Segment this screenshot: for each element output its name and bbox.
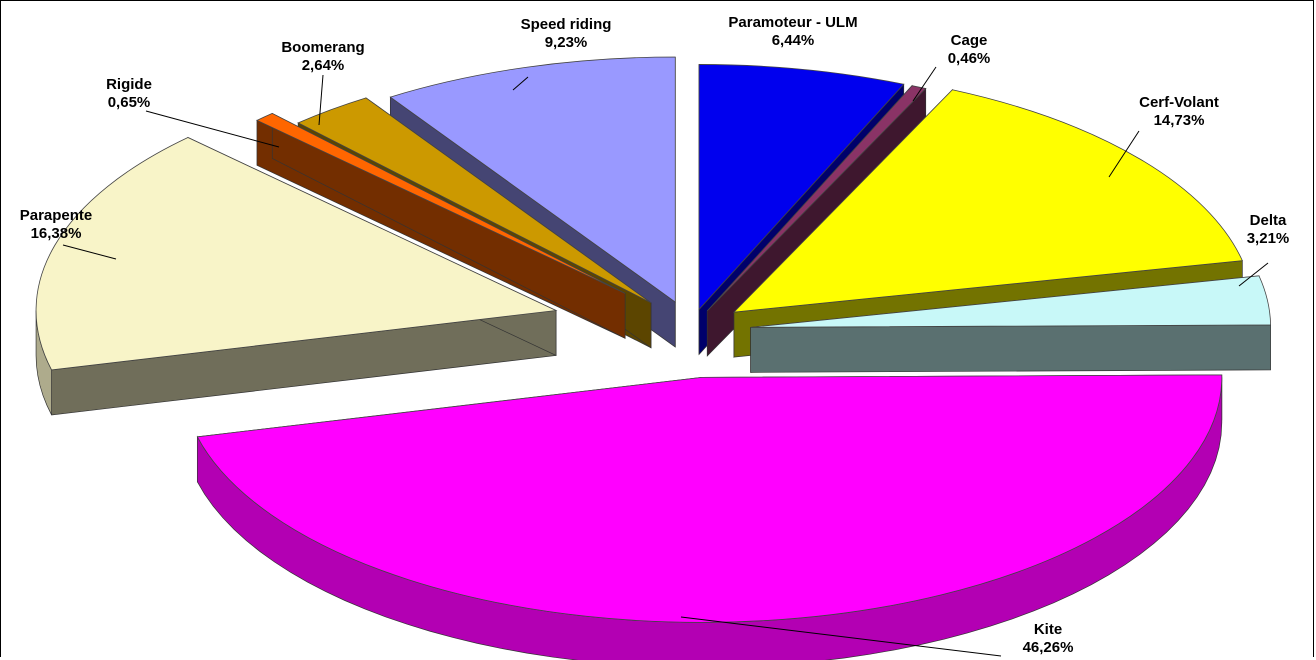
slice-label-name: Cage	[951, 32, 988, 49]
slice-label-value: 46,26%	[1023, 639, 1074, 656]
slice-label-name: Delta	[1250, 212, 1287, 229]
slice-label-value: 3,21%	[1247, 230, 1290, 247]
leader-line-2	[1108, 130, 1140, 178]
slice-label-value: 2,64%	[302, 57, 345, 74]
leader-line-8	[512, 76, 529, 91]
leader-line-1	[912, 66, 937, 102]
leader-line-6	[145, 110, 280, 148]
slice-label-value: 0,46%	[948, 50, 991, 67]
pie-slice-boomerang	[297, 97, 652, 304]
slice-label-name: Parapente	[20, 207, 93, 224]
pie-slice-kite	[196, 374, 1223, 623]
slice-label-value: 6,44%	[772, 32, 815, 49]
slice-label-name: Speed riding	[521, 16, 612, 33]
pie-slice-delta	[750, 275, 1272, 328]
slice-label-name: Cerf-Volant	[1139, 94, 1219, 111]
leader-line-7	[318, 74, 324, 126]
slice-label-value: 0,65%	[108, 94, 151, 111]
slice-label-name: Paramoteur - ULM	[728, 14, 857, 31]
pie-slice-rigide	[256, 112, 626, 294]
slice-label-name: Rigide	[106, 76, 152, 93]
slice-label-value: 16,38%	[31, 225, 82, 242]
leader-line-3	[1238, 262, 1269, 287]
pie-slice-wall-3-1	[750, 324, 1271, 373]
pie-slice-parapente	[35, 137, 558, 371]
pie-slice-cage	[706, 85, 927, 312]
slice-label-value: 9,23%	[545, 34, 588, 51]
leader-line-5	[62, 244, 117, 260]
pie-slice-paramoteur-ulm	[698, 64, 905, 311]
pie-slice-speed-riding	[389, 56, 676, 303]
leader-line-4	[680, 616, 1002, 657]
slice-label-name: Kite	[1034, 621, 1062, 638]
slice-label-name: Boomerang	[281, 39, 364, 56]
pie-slice-cerf-volant	[732, 89, 1243, 313]
slice-label-value: 14,73%	[1154, 112, 1205, 129]
